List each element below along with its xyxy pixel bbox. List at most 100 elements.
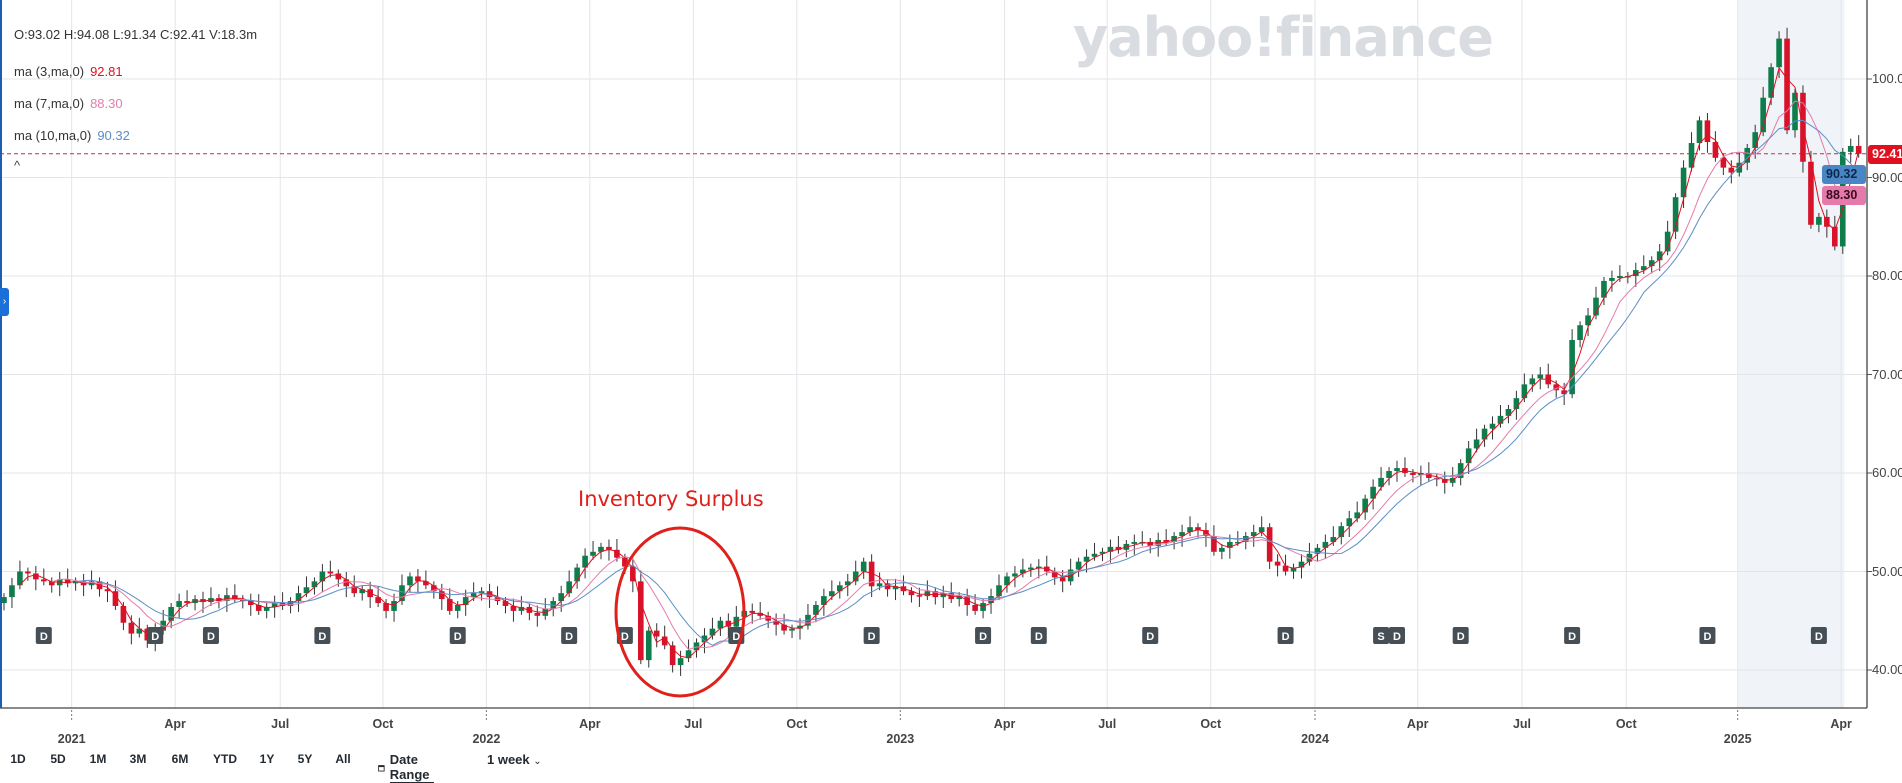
x-tick-label: 2024 xyxy=(1301,732,1329,746)
candle xyxy=(1704,112,1711,153)
candle xyxy=(1601,276,1607,306)
event-badge-label: D xyxy=(1815,631,1823,643)
candle xyxy=(614,538,620,562)
candle-body xyxy=(1489,423,1496,429)
event-badge-d[interactable]: D xyxy=(863,627,880,644)
x-tick-label: Jul xyxy=(684,717,702,731)
candle xyxy=(1075,557,1082,577)
candle xyxy=(1402,457,1408,477)
candle xyxy=(805,604,811,630)
range-6m-button[interactable]: 6M xyxy=(171,752,189,766)
event-badge-d[interactable]: D xyxy=(1142,627,1159,644)
candle-body xyxy=(1306,553,1313,562)
y-tick-label: 70.00 xyxy=(1872,366,1902,382)
event-badge-d[interactable]: D xyxy=(314,627,331,644)
sidebar-expand-tab[interactable]: › xyxy=(0,288,9,316)
candle-body xyxy=(1847,145,1854,152)
candle-body xyxy=(1235,541,1241,544)
event-badge-d[interactable]: D xyxy=(1699,627,1716,644)
candle-body xyxy=(1784,38,1790,131)
candle-body xyxy=(1346,518,1353,527)
candle-body xyxy=(1760,97,1766,133)
candle-body xyxy=(1219,547,1225,552)
range-1m-button[interactable]: 1M xyxy=(89,752,107,766)
event-badge-d[interactable]: D xyxy=(202,627,219,644)
range-1y-button[interactable]: 1Y xyxy=(259,752,275,766)
candle xyxy=(502,597,509,614)
candle-body xyxy=(860,561,867,572)
candle-body xyxy=(64,579,71,584)
range-ytd-button[interactable]: YTD xyxy=(213,752,237,766)
candle-body xyxy=(1059,577,1066,582)
candle-body xyxy=(892,586,899,590)
event-badge-d[interactable]: D xyxy=(561,627,578,644)
candle xyxy=(96,577,103,597)
legend-ma3[interactable]: ma (3,ma,0) 92.81 xyxy=(14,64,123,79)
collapse-legend-caret-icon[interactable]: ^ xyxy=(14,158,21,173)
candle xyxy=(1115,536,1122,554)
candle-body xyxy=(582,555,588,568)
price-tag-ma10: 90.32 xyxy=(1822,165,1866,184)
event-badge-label: D xyxy=(454,631,462,643)
event-badge-label: D xyxy=(732,631,740,643)
candle-body xyxy=(1131,541,1138,544)
candle xyxy=(1362,494,1368,520)
candle-body xyxy=(431,585,437,592)
range-5y-button[interactable]: 5Y xyxy=(297,752,313,766)
event-badge-d[interactable]: D xyxy=(1277,627,1294,644)
candle-body xyxy=(1808,161,1814,225)
candle xyxy=(48,577,55,593)
candle-body xyxy=(1688,143,1695,168)
event-badge-d[interactable]: D xyxy=(1452,627,1469,644)
event-badge-d[interactable]: D xyxy=(1810,627,1827,644)
event-badge-d[interactable]: D xyxy=(1389,627,1405,644)
candle xyxy=(1609,270,1615,292)
date-range-button[interactable]: Date Range xyxy=(378,752,434,783)
candle xyxy=(1266,523,1273,570)
event-badge-d[interactable]: D xyxy=(35,627,52,644)
interval-select[interactable]: 1 week ⌄ xyxy=(487,752,542,767)
candle-body xyxy=(1434,477,1440,480)
candle-body xyxy=(1593,297,1599,316)
candle xyxy=(1250,524,1257,547)
event-badge-d[interactable]: D xyxy=(1030,627,1047,644)
candle xyxy=(192,595,198,611)
candle-body xyxy=(829,591,835,597)
candle-body xyxy=(518,606,525,611)
candle-body xyxy=(216,598,222,602)
candle-body xyxy=(749,610,756,613)
candle-body xyxy=(295,593,302,602)
range-all-button[interactable]: All xyxy=(335,752,351,766)
legend-ma7[interactable]: ma (7,ma,0) 88.30 xyxy=(14,96,123,111)
candle xyxy=(25,567,31,581)
candle-body xyxy=(375,597,381,604)
candle xyxy=(1481,424,1488,447)
candle-body xyxy=(1752,132,1758,148)
candle-body xyxy=(168,606,174,621)
candle-body xyxy=(789,628,795,631)
event-badge-d[interactable]: D xyxy=(449,627,466,644)
candle xyxy=(1043,555,1050,576)
candle-body xyxy=(1163,539,1169,542)
candle-body xyxy=(446,599,453,611)
candle-body xyxy=(876,583,883,587)
range-3m-button[interactable]: 3M xyxy=(129,752,147,766)
candle xyxy=(1585,308,1591,337)
event-badge-s[interactable]: S xyxy=(1373,627,1390,644)
candle xyxy=(255,594,262,615)
event-badge-d[interactable]: D xyxy=(1564,627,1581,644)
candle-body xyxy=(1640,266,1647,271)
range-1d-button[interactable]: 1D xyxy=(10,752,26,766)
event-badge-d[interactable]: D xyxy=(147,627,164,644)
candle-body xyxy=(9,585,15,598)
candle xyxy=(1,593,7,611)
candle xyxy=(1776,31,1782,79)
candle-body xyxy=(821,596,827,605)
candle-body xyxy=(1481,428,1488,440)
legend-ma10[interactable]: ma (10,ma,0) 90.32 xyxy=(14,128,130,143)
range-5d-button[interactable]: 5D xyxy=(50,752,66,766)
candle xyxy=(765,611,771,629)
event-badge-d[interactable]: D xyxy=(975,627,992,644)
candle xyxy=(574,563,580,589)
